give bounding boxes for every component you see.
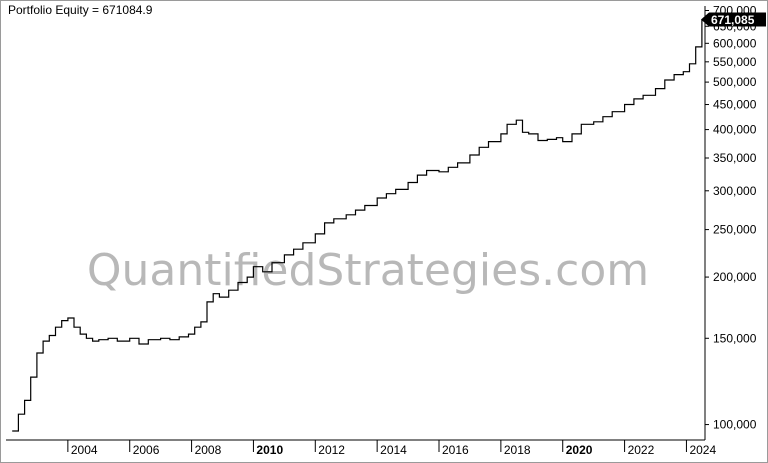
x-tick-label: 2004 bbox=[71, 443, 98, 457]
x-tick-label: 2006 bbox=[133, 443, 160, 457]
x-tick-label: 2022 bbox=[628, 443, 655, 457]
x-tick-label: 2018 bbox=[504, 443, 531, 457]
y-axis-ticks: 100,000 150,000 200,000 250,000 300,000 350,0… bbox=[705, 4, 757, 432]
last-value-badge: 671,085 bbox=[701, 12, 766, 27]
y-tick-label: 550,000 bbox=[713, 55, 757, 69]
x-tick-label: 2008 bbox=[195, 443, 222, 457]
x-tick-label: 2024 bbox=[689, 443, 716, 457]
x-tick-label: 2010 bbox=[256, 443, 283, 457]
watermark: QuantifiedStrategies.com bbox=[87, 245, 649, 296]
chart-title: Portfolio Equity = 671084.9 bbox=[8, 3, 153, 17]
y-tick-label: 150,000 bbox=[713, 331, 757, 345]
y-tick-label: 600,000 bbox=[713, 36, 757, 50]
x-tick-label: 2014 bbox=[380, 443, 407, 457]
x-axis-ticks: 2004 2006 2008 2010 2012 2014 2016 2018 2020 2022… bbox=[67, 440, 716, 457]
x-tick-label: 2012 bbox=[318, 443, 345, 457]
y-tick-label: 100,000 bbox=[713, 418, 757, 432]
last-value-label: 671,085 bbox=[711, 13, 755, 27]
equity-series-line bbox=[12, 19, 703, 432]
y-tick-label: 250,000 bbox=[713, 223, 757, 237]
y-tick-label: 300,000 bbox=[713, 184, 757, 198]
y-tick-label: 500,000 bbox=[713, 75, 757, 89]
y-tick-label: 400,000 bbox=[713, 123, 757, 137]
x-tick-label: 2016 bbox=[442, 443, 469, 457]
y-tick-label: 350,000 bbox=[713, 151, 757, 165]
x-tick-label: 2020 bbox=[566, 443, 593, 457]
y-tick-label: 200,000 bbox=[713, 270, 757, 284]
y-tick-label: 450,000 bbox=[713, 98, 757, 112]
last-value-badge-shape bbox=[701, 12, 766, 27]
